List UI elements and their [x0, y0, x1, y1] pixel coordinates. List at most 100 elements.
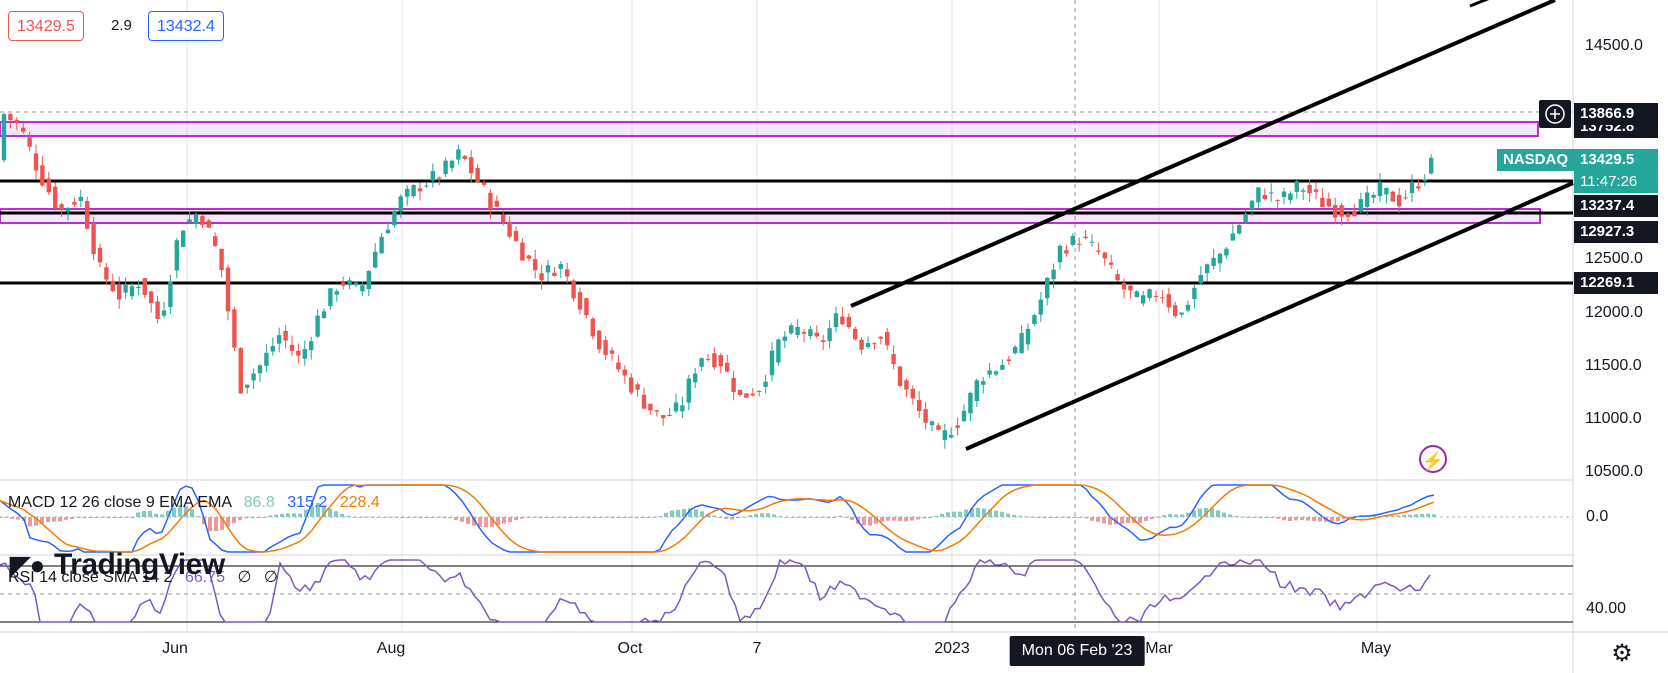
macd-histogram-bar [1090, 517, 1094, 521]
rsi-axis-tick: 40.00 [1586, 600, 1627, 617]
macd-histogram-bar [334, 511, 338, 517]
candle-body [757, 391, 762, 393]
level-label: 13237.4 [1574, 195, 1658, 217]
candle-body [1205, 264, 1210, 274]
candle-body [603, 340, 608, 356]
candle-body [507, 221, 512, 237]
candle-body [558, 264, 563, 269]
candle-body [1153, 295, 1159, 298]
candle-body [315, 315, 320, 337]
candle-body [270, 346, 275, 352]
candle-body [1064, 250, 1069, 254]
countdown-label: 11:47:26 [1574, 171, 1658, 193]
macd-histogram-bar [904, 517, 908, 522]
macd-histogram-bar [286, 513, 290, 517]
macd-hist-value: 86.8 [243, 494, 275, 511]
candle-body [571, 280, 576, 299]
macd-histogram-bar [1402, 514, 1406, 517]
candle-body [232, 309, 237, 348]
candle-body [251, 373, 256, 381]
candle-body [213, 236, 218, 246]
macd-histogram-bar [1312, 517, 1316, 521]
candle-body [533, 259, 538, 271]
macd-histogram-bar [316, 502, 320, 517]
candle-body [1390, 191, 1395, 202]
candle-body [846, 316, 851, 328]
time-tick: 2023 [934, 640, 970, 657]
candle-body [635, 384, 640, 390]
candle-body [1051, 269, 1056, 280]
candle-body [1192, 287, 1197, 300]
macd-signal-value: 228.4 [339, 494, 380, 511]
candle-body [1262, 195, 1267, 200]
candle-body [347, 280, 352, 286]
candle-body [885, 331, 890, 346]
gear-icon[interactable]: ⚙ [1611, 640, 1633, 667]
candle-body [1345, 213, 1351, 217]
candle-body [264, 352, 269, 366]
candle-body [168, 281, 173, 308]
macd-histogram-bar [1174, 514, 1178, 517]
candle-body [673, 402, 679, 412]
candle-body [520, 242, 525, 261]
candle-body [1038, 299, 1043, 315]
candle-body [1416, 186, 1421, 189]
macd-histogram-bar [712, 515, 716, 517]
macd-histogram-bar [1342, 517, 1346, 520]
candle-body [917, 399, 922, 412]
macd-histogram-bar [1330, 517, 1334, 522]
macd-histogram-bar [934, 515, 938, 517]
candle-body [21, 127, 26, 132]
candle-body [1256, 187, 1261, 203]
candle-body [277, 335, 282, 344]
candle-body [1070, 235, 1075, 245]
macd-histogram-bar [274, 514, 278, 517]
candle-body [686, 378, 691, 403]
macd-histogram-bar [322, 505, 326, 517]
macd-histogram-bar [496, 517, 500, 526]
macd-histogram-bar [1186, 512, 1190, 517]
macd-histogram-bar [1120, 517, 1124, 524]
macd-histogram-bar [40, 517, 44, 524]
support-zone [0, 208, 1541, 224]
macd-histogram-bar [208, 517, 212, 532]
macd-histogram-bar [682, 508, 686, 517]
candle-body [859, 339, 864, 350]
candle-body [974, 380, 979, 402]
macd-histogram-bar [886, 517, 890, 521]
symbol-label[interactable]: NASDAQ [1496, 149, 1574, 171]
macd-legend[interactable]: MACD 12 26 close 9 EMA EMA 86.8 315.2 22… [8, 494, 380, 512]
candle-body [1243, 213, 1248, 223]
candle-body [469, 157, 474, 174]
macd-histogram-bar [1108, 517, 1112, 525]
candle-body [257, 365, 263, 374]
candle-body [341, 282, 346, 286]
top-price-icon-box[interactable] [1539, 100, 1571, 128]
macd-histogram-bar [754, 514, 758, 517]
macd-histogram-bar [448, 517, 452, 519]
rsi-legend[interactable]: RSI 14 close SMA 14 2 66.75 ∅ ∅ [8, 567, 278, 587]
candle-body [1096, 250, 1101, 252]
candle-body [392, 210, 397, 226]
candle-body [1237, 225, 1242, 234]
macd-histogram-bar [688, 508, 692, 517]
bid-price-box[interactable]: 13429.5 [8, 11, 84, 41]
candle-body [1352, 210, 1357, 217]
macd-histogram-bar [1006, 513, 1010, 517]
macd-histogram-bar [880, 517, 884, 522]
rsi-empty-2: ∅ [263, 569, 278, 586]
candle-body [1134, 291, 1139, 298]
level-label: 12269.1 [1574, 272, 1658, 294]
candle-body [1045, 277, 1050, 299]
macd-histogram-bar [850, 517, 854, 520]
candle-body [219, 248, 224, 271]
candle-body [1006, 359, 1011, 362]
macd-histogram-bar [184, 506, 188, 517]
ask-price-box[interactable]: 13432.4 [148, 11, 224, 41]
lightning-icon[interactable]: ⚡ [1419, 445, 1447, 473]
macd-title: MACD 12 26 close 9 EMA EMA [8, 494, 232, 511]
candle-body [577, 292, 583, 310]
macd-histogram-bar [1390, 515, 1394, 517]
